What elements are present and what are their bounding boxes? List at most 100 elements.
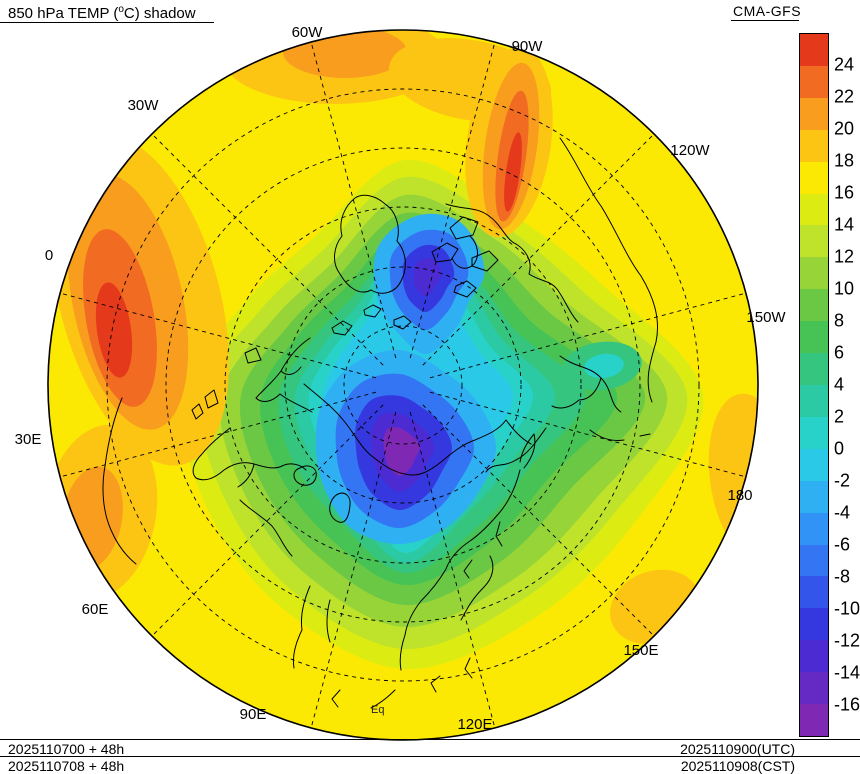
longitude-label: 60E xyxy=(82,601,109,618)
colorbar-tick-label: 10 xyxy=(834,278,855,299)
longitude-label: 0 xyxy=(45,247,53,264)
coastline xyxy=(399,469,521,671)
latitude-circle xyxy=(224,206,582,564)
coastline xyxy=(551,355,622,413)
coastline xyxy=(453,280,477,298)
meridian-line xyxy=(409,41,496,359)
colorbar-tick-label: 20 xyxy=(834,118,855,139)
colorbar-segment xyxy=(800,576,828,609)
meridian-line xyxy=(310,411,397,729)
colorbar-segment xyxy=(800,257,828,290)
meridian-line xyxy=(409,411,496,729)
colorbar-segment xyxy=(800,608,828,641)
coastline xyxy=(451,235,478,269)
temp-contour xyxy=(413,257,443,297)
colorbar-segment xyxy=(800,225,828,258)
colorbar-segment xyxy=(800,704,828,736)
coastline xyxy=(329,492,351,523)
coastlines xyxy=(102,137,659,709)
coastline xyxy=(192,427,307,488)
colorbar-tick-label: -4 xyxy=(834,502,851,523)
init-time-utc: 2025110700 + 48h xyxy=(8,741,125,757)
colorbar xyxy=(799,33,829,737)
temp-contour xyxy=(383,427,420,476)
coastline xyxy=(303,383,532,476)
footer-divider-1 xyxy=(0,739,860,740)
title-text-2: C) shadow xyxy=(123,5,196,22)
latitude-circle xyxy=(165,147,641,623)
title-underline xyxy=(0,22,214,23)
colorbar-segment xyxy=(800,416,828,449)
colorbar-tick-label: 12 xyxy=(834,246,855,267)
colorbar-tick-label: -6 xyxy=(834,534,851,555)
meridian-line xyxy=(59,391,377,478)
colorbar-tick-label: -8 xyxy=(834,566,851,587)
coastline xyxy=(239,499,293,557)
longitude-labels: 60W 90W 30W 120W 0 150W 30E 180 60E 150E 90E 120E xyxy=(15,24,787,733)
model-label: CMA-GFS xyxy=(733,3,802,19)
colorbar-tick-label: 14 xyxy=(834,214,855,235)
coastline xyxy=(559,137,659,403)
longitude-label: 180 xyxy=(727,487,752,504)
valid-time-cst: 2025110908(CST) xyxy=(680,758,795,774)
longitude-label: 90E xyxy=(240,706,267,723)
temperature-field-cold xyxy=(181,159,704,670)
colorbar-segment xyxy=(800,353,828,385)
colorbar-tick-label: -2 xyxy=(834,470,851,491)
coastline xyxy=(331,657,473,709)
colorbar-tick-label: -16 xyxy=(834,694,860,715)
meridian-line xyxy=(429,292,747,379)
colorbar-segment xyxy=(800,321,828,354)
coastline xyxy=(495,521,503,547)
colorbar-tick-label: 2 xyxy=(834,406,845,427)
colorbar-labels: 24 22 20 18 16 14 12 10 8 6 4 2 0 -2 -4 -6 -8 -10 -12 -14 -1… xyxy=(834,33,860,737)
coastline xyxy=(485,427,547,473)
coastline xyxy=(460,555,494,621)
latitude-circle xyxy=(106,88,700,682)
coastline xyxy=(519,433,536,469)
longitude-label: 120E xyxy=(457,716,492,733)
coastline xyxy=(589,429,651,441)
coastline xyxy=(255,337,313,413)
coastline xyxy=(293,465,317,486)
colorbar-tick-label: 4 xyxy=(834,374,845,395)
latitude-circle xyxy=(343,325,463,445)
colorbar-tick-label: 8 xyxy=(834,310,845,331)
longitude-label: 60W xyxy=(292,24,324,41)
coastline xyxy=(191,403,204,420)
map-boundary xyxy=(47,29,759,741)
init-time-cst: 2025110708 + 48h xyxy=(8,758,125,774)
colorbar-tick-label: -10 xyxy=(834,598,860,619)
coastline xyxy=(334,194,406,294)
coastline xyxy=(204,389,219,409)
colorbar-segment xyxy=(800,384,828,417)
colorbar-segment xyxy=(800,480,828,513)
meridian-line xyxy=(151,133,384,366)
meridian-line xyxy=(310,41,397,359)
valid-time-utc: 2025110900(UTC) xyxy=(680,741,795,757)
longitude-label: 150W xyxy=(746,309,786,326)
coastline xyxy=(293,585,331,669)
colorbar-segment xyxy=(800,289,828,322)
meridian-line xyxy=(59,292,377,379)
colorbar-tick-label: 16 xyxy=(834,182,855,203)
longitude-label: 90W xyxy=(512,38,544,55)
longitude-label: 150E xyxy=(623,642,658,659)
colorbar-segment xyxy=(800,161,828,194)
graticule xyxy=(59,41,747,729)
longitude-label: 30W xyxy=(128,97,160,114)
page-title: 850 hPa TEMP (oC) shadow xyxy=(8,4,196,22)
colorbar-tick-label: 24 xyxy=(834,54,855,75)
colorbar-segment xyxy=(800,640,828,673)
latitude-circle xyxy=(284,266,522,504)
colorbar-segment xyxy=(800,129,828,162)
coastline xyxy=(431,242,459,263)
model-underline xyxy=(731,20,799,21)
colorbar-segment xyxy=(800,672,828,705)
colorbar-segment xyxy=(800,65,828,98)
meridian-line xyxy=(422,404,655,637)
colorbar-tick-label: -14 xyxy=(834,662,860,683)
coastline xyxy=(445,203,579,323)
colorbar-segment xyxy=(800,34,828,66)
